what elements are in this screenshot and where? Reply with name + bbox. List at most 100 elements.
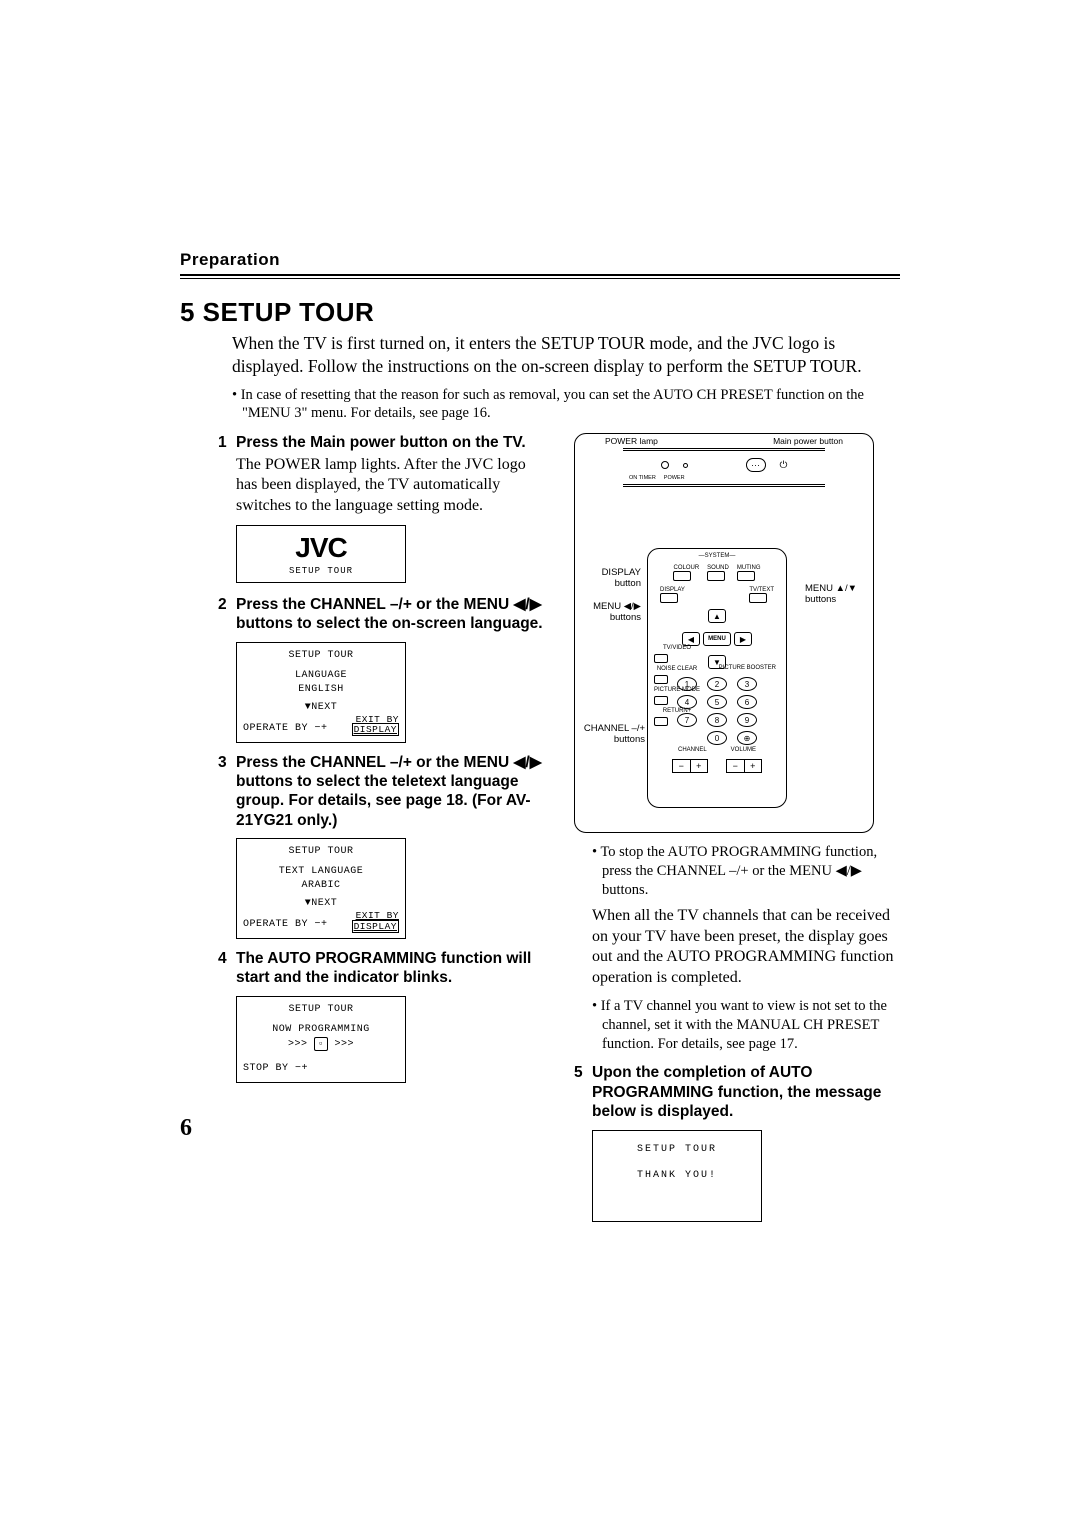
tv-icon: ▫ <box>314 1037 328 1052</box>
step-4-num: 4 <box>218 949 236 988</box>
channel-rocker: −+ <box>672 759 708 773</box>
num-5-button: 5 <box>707 695 727 709</box>
return-button <box>654 717 668 726</box>
left-column: 1 Press the Main power button on the TV.… <box>218 433 544 1221</box>
menu-button: MENU <box>703 632 731 646</box>
osd-prog-stop: STOP BY −+ <box>243 1062 399 1076</box>
power-label: POWER <box>664 475 685 481</box>
power-lamp-label: POWER lamp <box>605 436 658 446</box>
step-3-num: 3 <box>218 753 236 831</box>
completion-paragraph: When all the TV channels that can be rec… <box>592 906 900 989</box>
jvc-logo-box: JVC SETUP TOUR <box>236 525 406 583</box>
tv-panel: ··· ⏻ ON TIMER POWER <box>623 448 825 504</box>
osd-lang-exit: EXIT BY DISPLAY <box>352 715 399 736</box>
osd-prog-title: SETUP TOUR <box>243 1003 399 1017</box>
step-3-title: Press the CHANNEL –/+ or the MENU ◀/▶ bu… <box>236 753 544 831</box>
osd-text-operate: OPERATE BY −+ <box>243 918 328 932</box>
step-1-body: The POWER lamp lights. After the JVC log… <box>236 455 544 517</box>
reset-note: • In case of resetting that the reason f… <box>218 386 900 424</box>
num-2-button: 2 <box>707 677 727 691</box>
tvvideo-label: TV/VIDEO <box>654 645 700 651</box>
tvtext-button <box>749 593 767 603</box>
page-number: 6 <box>180 1115 192 1142</box>
power-symbol-icon: ⏻ <box>780 460 788 471</box>
osd-programming-box: SETUP TOUR NOW PROGRAMMING >>> ▫ >>> STO… <box>236 996 406 1083</box>
noise-button <box>654 675 668 684</box>
step-2-title: Press the CHANNEL –/+ or the MENU ◀/▶ bu… <box>236 595 544 634</box>
jvc-logo: JVC <box>237 532 405 564</box>
osd-text-l1: TEXT LANGUAGE <box>243 865 399 879</box>
osd-language-box: SETUP TOUR LANGUAGE ENGLISH ▼NEXT OPERAT… <box>236 642 406 743</box>
step-1-num: 1 <box>218 433 236 452</box>
colour-label: COLOUR <box>673 565 699 571</box>
manual-bullet: • If a TV channel you want to view is no… <box>592 997 900 1054</box>
osd-text-title: SETUP TOUR <box>243 845 399 859</box>
noise-label: NOISE CLEAR <box>654 666 700 672</box>
display-label: DISPLAY <box>660 587 685 593</box>
osd-lang-next: ▼NEXT <box>243 701 399 715</box>
right-column: ··· ⏻ ON TIMER POWER POWER lamp Main pow… <box>574 433 900 1221</box>
channel-pm-callout: CHANNEL –/+ buttons <box>583 724 645 745</box>
down-button: ▼ <box>708 655 726 669</box>
intro-paragraph: When the TV is first turned on, it enter… <box>232 332 900 378</box>
osd-textlang-box: SETUP TOUR TEXT LANGUAGE ARABIC ▼NEXT OP… <box>236 838 406 939</box>
rule-thin <box>180 278 900 279</box>
step-5-head: 5 Upon the completion of AUTO PROGRAMMIN… <box>574 1063 900 1121</box>
step-2-head: 2 Press the CHANNEL –/+ or the MENU ◀/▶ … <box>218 595 544 634</box>
left-button: ◀ <box>682 632 700 646</box>
section-label: Preparation <box>180 250 900 270</box>
step-5-title: Upon the completion of AUTO PROGRAMMING … <box>592 1063 900 1121</box>
osd-prog-arrows: >>> ▫ >>> <box>243 1037 399 1052</box>
num-6-button: 6 <box>737 695 757 709</box>
tv-remote-diagram: ··· ⏻ ON TIMER POWER POWER lamp Main pow… <box>574 433 874 833</box>
osd-text-next: ▼NEXT <box>243 897 399 911</box>
on-timer-label: ON TIMER <box>629 475 656 481</box>
picmode-label: PICTURE MODE <box>654 687 700 693</box>
osd-lang-operate: OPERATE BY −+ <box>243 722 328 736</box>
channel-rocker-label: CHANNEL <box>678 747 707 753</box>
muting-button <box>737 571 755 581</box>
tvtext-label: TV/TEXT <box>749 587 774 593</box>
step-3-head: 3 Press the CHANNEL –/+ or the MENU ◀/▶ … <box>218 753 544 831</box>
right-button: ▶ <box>734 632 752 646</box>
osd-thank-title: SETUP TOUR <box>599 1141 755 1159</box>
osd-lang-title: SETUP TOUR <box>243 649 399 663</box>
colour-button <box>673 571 691 581</box>
step-1-title: Press the Main power button on the TV. <box>236 433 544 452</box>
num-9-button: 9 <box>737 713 757 727</box>
step-1-head: 1 Press the Main power button on the TV. <box>218 433 544 452</box>
num-3-button: 3 <box>737 677 757 691</box>
osd-lang-l1: LANGUAGE <box>243 669 399 683</box>
led-icon <box>661 461 669 469</box>
volume-rocker-label: VOLUME <box>731 747 756 753</box>
power-button-icon: ··· <box>746 458 766 472</box>
osd-lang-l2: ENGLISH <box>243 683 399 697</box>
sound-label: SOUND <box>707 565 729 571</box>
step-4-title: The AUTO PROGRAMMING function will start… <box>236 949 544 988</box>
return-label: RETURN+ <box>654 708 700 714</box>
num-8-button: 8 <box>707 713 727 727</box>
up-button: ▲ <box>708 609 726 623</box>
step-4-head: 4 The AUTO PROGRAMMING function will sta… <box>218 949 544 988</box>
rule-thick <box>180 274 900 276</box>
plus10-button: ⊕ <box>737 731 757 745</box>
osd-text-exit: EXIT BY DISPLAY <box>352 911 399 932</box>
menu-ud-callout: MENU ▲/▼ buttons <box>805 584 863 605</box>
led-small-icon <box>683 463 688 468</box>
picmode-button <box>654 696 668 705</box>
step-2-num: 2 <box>218 595 236 634</box>
stop-bullet: • To stop the AUTO PROGRAMMING function,… <box>592 843 900 900</box>
page-title: 5 SETUP TOUR <box>180 297 900 328</box>
display-callout: DISPLAY button <box>587 568 641 589</box>
tv-panel-labels: POWER lamp Main power button <box>575 436 873 446</box>
jvc-subtitle: SETUP TOUR <box>237 566 405 576</box>
num-0-button: 0 <box>707 731 727 745</box>
system-label: SYSTEM <box>705 553 730 559</box>
menu-lr-callout: MENU ◀/▶ buttons <box>587 602 641 623</box>
tvvideo-button <box>654 654 668 663</box>
osd-thankyou-box: SETUP TOUR THANK YOU! <box>592 1130 762 1222</box>
osd-thank-msg: THANK YOU! <box>599 1167 755 1185</box>
volume-rocker: −+ <box>726 759 762 773</box>
sound-button <box>707 571 725 581</box>
step-5-num: 5 <box>574 1063 592 1121</box>
